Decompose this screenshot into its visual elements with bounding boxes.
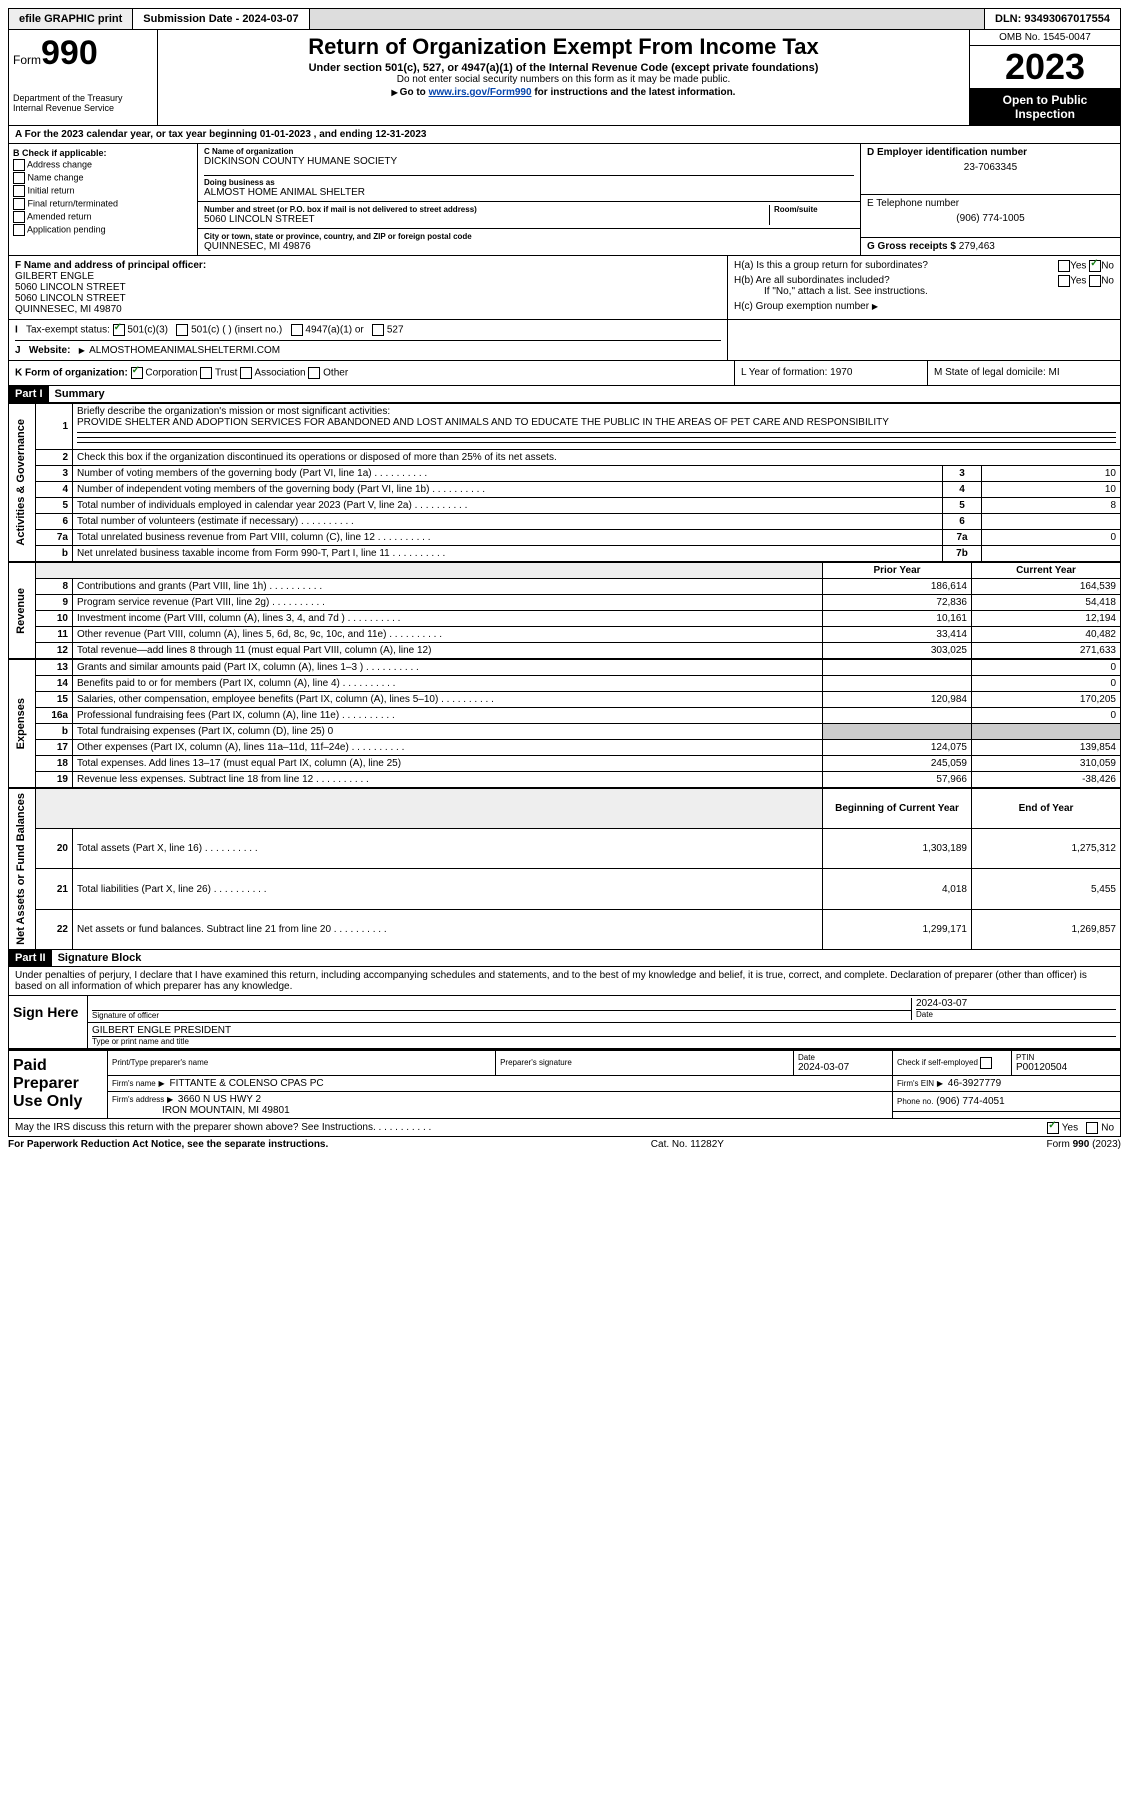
chk-other[interactable] xyxy=(308,367,320,379)
form-header: Form990 Department of the Treasury Inter… xyxy=(8,30,1121,126)
col-b-applicable: B Check if applicable: Address change Na… xyxy=(9,144,198,255)
paid-preparer-label: Paid Preparer Use Only xyxy=(9,1050,108,1118)
submission-date: Submission Date - 2024-03-07 xyxy=(133,9,309,29)
val-line5: 8 xyxy=(982,498,1121,514)
dln: DLN: 93493067017554 xyxy=(985,9,1120,29)
public-inspection: Open to Public Inspection xyxy=(970,89,1120,125)
telephone: (906) 774-1005 xyxy=(867,213,1114,224)
chk-discuss-yes[interactable] xyxy=(1047,1122,1059,1134)
website: ALMOSTHOMEANIMALSHELTERMI.COM xyxy=(89,345,280,356)
sign-here-block: Sign Here Signature of officer 2024-03-0… xyxy=(8,996,1121,1050)
label-net-assets: Net Assets or Fund Balances xyxy=(13,791,29,947)
section-f-h: F Name and address of principal officer:… xyxy=(8,256,1121,320)
val-line4: 10 xyxy=(982,482,1121,498)
chk-amended[interactable]: Amended return xyxy=(13,211,193,223)
officer-name: GILBERT ENGLE xyxy=(15,271,94,282)
chk-4947[interactable] xyxy=(291,324,303,336)
form-subtitle: Under section 501(c), 527, or 4947(a)(1)… xyxy=(162,62,965,74)
val-line3: 10 xyxy=(982,466,1121,482)
state-domicile: M State of legal domicile: MI xyxy=(928,361,1120,385)
col-d-to-g: D Employer identification number 23-7063… xyxy=(860,144,1120,255)
label-expenses: Expenses xyxy=(13,696,29,751)
val-line7a: 0 xyxy=(982,530,1121,546)
chk-discuss-no[interactable] xyxy=(1086,1122,1098,1134)
form-word: Form xyxy=(13,53,41,67)
ein: 23-7063345 xyxy=(867,162,1114,173)
form-id-block: Form990 Department of the Treasury Inter… xyxy=(9,30,158,125)
chk-corp[interactable] xyxy=(131,367,143,379)
dba-name: ALMOST HOME ANIMAL SHELTER xyxy=(204,187,854,198)
part1-header: Part ISummary xyxy=(8,386,1121,403)
chk-final-return[interactable]: Final return/terminated xyxy=(13,198,193,210)
paid-preparer-block: Paid Preparer Use Only Print/Type prepar… xyxy=(8,1050,1121,1119)
dept-treasury: Department of the Treasury xyxy=(13,93,153,103)
form-title: Return of Organization Exempt From Incom… xyxy=(162,34,965,60)
form-title-block: Return of Organization Exempt From Incom… xyxy=(158,30,969,125)
gross-receipts: 279,463 xyxy=(959,241,995,252)
net-assets-table: Net Assets or Fund Balances Beginning of… xyxy=(8,788,1121,950)
firm-name: FITTANTE & COLENSO CPAS PC xyxy=(169,1078,323,1089)
form-number-footer: Form 990 (2023) xyxy=(1047,1139,1121,1150)
val-line6 xyxy=(982,514,1121,530)
firm-phone: (906) 774-4051 xyxy=(936,1096,1004,1107)
firm-ein: 46-3927779 xyxy=(948,1078,1001,1089)
revenue-table: Revenue Prior Year Current Year 8Contrib… xyxy=(8,562,1121,659)
year-formation: L Year of formation: 1970 xyxy=(735,361,928,385)
chk-application-pending[interactable]: Application pending xyxy=(13,224,193,236)
discuss-row: May the IRS discuss this return with the… xyxy=(8,1119,1121,1137)
section-b-to-g: B Check if applicable: Address change Na… xyxy=(8,144,1121,256)
col-h-group: H(a) Is this a group return for subordin… xyxy=(728,256,1120,319)
tax-year-row: A For the 2023 calendar year, or tax yea… xyxy=(8,126,1121,144)
year-block: OMB No. 1545-0047 2023 Open to Public In… xyxy=(969,30,1120,125)
chk-501c3[interactable] xyxy=(113,324,125,336)
ptin: P00120504 xyxy=(1016,1062,1067,1073)
omb-number: OMB No. 1545-0047 xyxy=(970,30,1120,46)
col-c-org-info: C Name of organization DICKINSON COUNTY … xyxy=(198,144,860,255)
officer-printed-name: GILBERT ENGLE PRESIDENT xyxy=(92,1025,1116,1037)
chk-527[interactable] xyxy=(372,324,384,336)
label-activities-governance: Activities & Governance xyxy=(13,417,29,548)
efile-print-button[interactable]: efile GRAPHIC print xyxy=(9,9,133,29)
col-f-officer: F Name and address of principal officer:… xyxy=(9,256,728,319)
sign-here-label: Sign Here xyxy=(9,996,88,1048)
val-line7b xyxy=(982,546,1121,562)
topbar-spacer xyxy=(310,9,985,29)
form-number: 990 xyxy=(41,34,98,72)
irs-gov-link[interactable]: www.irs.gov/Form990 xyxy=(429,87,532,98)
expenses-table: Expenses 13Grants and similar amounts pa… xyxy=(8,659,1121,788)
chk-assoc[interactable] xyxy=(240,367,252,379)
tax-year: 2023 xyxy=(970,46,1120,89)
firm-address: 3660 N US HWY 2 xyxy=(178,1094,261,1105)
irs-label: Internal Revenue Service xyxy=(13,103,153,113)
chk-501c[interactable] xyxy=(176,324,188,336)
street-address: 5060 LINCOLN STREET xyxy=(204,214,769,225)
summary-table: Activities & Governance 1 Briefly descri… xyxy=(8,403,1121,562)
chk-address-change[interactable]: Address change xyxy=(13,159,193,171)
instructions-link: Go to www.irs.gov/Form990 for instructio… xyxy=(162,87,965,98)
chk-name-change[interactable]: Name change xyxy=(13,172,193,184)
catalog-number: Cat. No. 11282Y xyxy=(651,1139,724,1150)
section-k-l-m: K Form of organization: Corporation Trus… xyxy=(8,361,1121,386)
topbar: efile GRAPHIC print Submission Date - 20… xyxy=(8,8,1121,30)
page-footer: For Paperwork Reduction Act Notice, see … xyxy=(8,1139,1121,1150)
signature-date: 2024-03-07 xyxy=(916,998,1116,1010)
part2-header: Part IISignature Block xyxy=(8,950,1121,967)
chk-trust[interactable] xyxy=(200,367,212,379)
chk-initial-return[interactable]: Initial return xyxy=(13,185,193,197)
org-name: DICKINSON COUNTY HUMANE SOCIETY xyxy=(204,156,854,167)
mission-text: PROVIDE SHELTER AND ADOPTION SERVICES FO… xyxy=(77,417,889,428)
city-state-zip: QUINNESEC, MI 49876 xyxy=(204,241,854,252)
section-i-j: I Tax-exempt status: 501(c)(3) 501(c) ( … xyxy=(8,320,1121,361)
label-revenue: Revenue xyxy=(13,586,29,636)
ssn-note: Do not enter social security numbers on … xyxy=(162,74,965,85)
perjury-statement: Under penalties of perjury, I declare th… xyxy=(8,967,1121,996)
